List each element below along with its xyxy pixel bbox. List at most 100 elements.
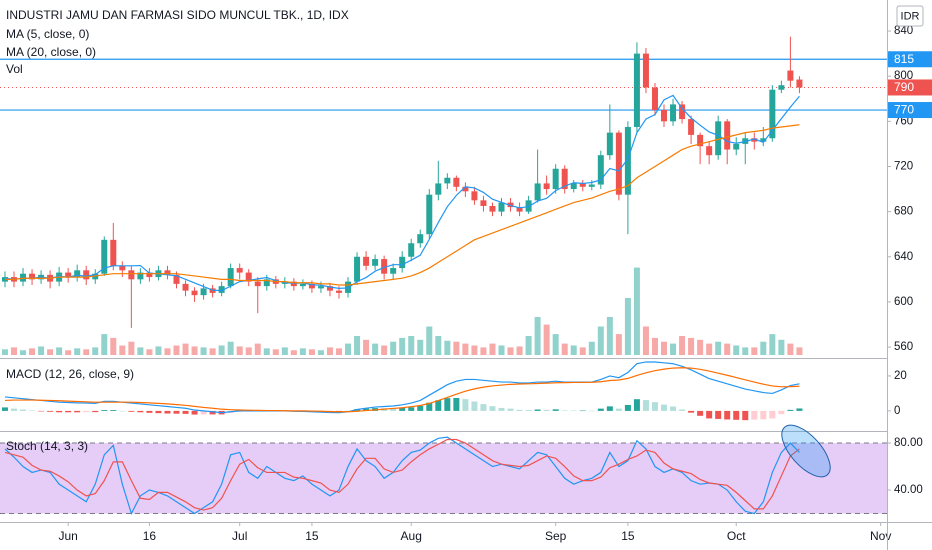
volume-bar [74, 348, 81, 355]
macd-histogram-bar [426, 402, 433, 411]
volume-bar [543, 324, 550, 355]
candle-body [615, 132, 622, 195]
candle-body [606, 132, 613, 156]
macd-histogram-bar [498, 407, 505, 411]
volume-bar [119, 345, 126, 355]
candle-body [426, 194, 433, 235]
macd-histogram-bar [1, 407, 8, 411]
candle-body [462, 186, 469, 192]
volume-bar [417, 339, 424, 355]
macd-histogram-bar [624, 404, 631, 411]
candle-body [317, 286, 324, 289]
y-tick-label: 20 [894, 370, 907, 382]
volume-bar [110, 337, 117, 355]
y-tick-label: 80.00 [894, 437, 923, 449]
volume-bar [453, 341, 460, 355]
volume-bar [101, 334, 108, 355]
candle-body [173, 274, 180, 284]
candle-body [245, 272, 252, 282]
candle-body [688, 119, 695, 135]
candle-body [633, 53, 640, 127]
candle-body [489, 205, 496, 212]
macd-histogram-bar [92, 410, 99, 413]
macd-histogram-bar [209, 410, 216, 415]
y-tick-label: 840 [894, 25, 913, 37]
macd-histogram-bar [543, 409, 550, 411]
price-tag-label: 815 [894, 52, 914, 66]
candle-body [83, 270, 90, 280]
candle-body [65, 272, 72, 278]
candle-body [471, 191, 478, 201]
volume-bar [263, 348, 270, 355]
candle-body [110, 239, 117, 266]
volume-bar [697, 339, 704, 355]
volume-bar [597, 326, 604, 355]
macd-histogram-bar [101, 410, 108, 411]
volume-bar [227, 341, 234, 355]
candle-body [787, 70, 794, 81]
volume-bar [642, 326, 649, 355]
macd-histogram-bar [588, 410, 595, 412]
volume-bar [200, 347, 207, 355]
macd-histogram-bar [715, 410, 722, 419]
macd-histogram-bar [642, 400, 649, 411]
candle-body [670, 104, 677, 122]
candle-body [778, 85, 785, 90]
macd-histogram-bar [706, 410, 713, 419]
volume-bar [83, 349, 90, 355]
candle-body [661, 110, 668, 122]
candle-body [417, 234, 424, 244]
candle-body [679, 104, 686, 120]
stoch-band [0, 443, 887, 514]
candle-body [588, 184, 595, 187]
macd-histogram-bar [182, 410, 189, 414]
candle-body [164, 270, 171, 275]
volume-bar [426, 326, 433, 355]
candle-body [146, 272, 153, 278]
macd-line [4, 367, 800, 413]
volume-bar [706, 343, 713, 355]
y-tick-label: 40.00 [894, 484, 923, 496]
volume-bar [146, 349, 153, 355]
volume-bar [326, 347, 333, 355]
volume-bar [128, 341, 135, 355]
macd-histogram-bar [480, 404, 487, 411]
macd-histogram-bar [489, 406, 496, 411]
candle-body [200, 288, 207, 296]
volume-bar [471, 345, 478, 355]
price-tag [888, 102, 932, 119]
volume-bar [769, 334, 776, 355]
annotation-ellipse [781, 424, 831, 478]
macd-histogram-bar [200, 410, 207, 415]
macd-histogram-bar [670, 406, 677, 411]
candle-body [624, 126, 631, 195]
currency-label: IDR [901, 10, 920, 22]
volume-bar [20, 350, 27, 355]
volume-bar [751, 347, 758, 355]
x-tick-label: 16 [143, 529, 157, 543]
volume-bar [317, 350, 324, 355]
volume-bar [390, 341, 397, 355]
macd-histogram-bar [688, 410, 695, 413]
volume-bar [218, 345, 225, 355]
y-tick-label: 0 [894, 405, 900, 417]
candle-body [399, 256, 406, 269]
candle-body [552, 168, 559, 190]
macd-histogram-bar [606, 406, 613, 411]
volume-bar [742, 347, 749, 355]
volume-bar [372, 343, 379, 355]
volume-bar [47, 349, 54, 355]
candle-body [119, 265, 126, 271]
candle-body [299, 283, 306, 287]
candle-body [435, 183, 442, 195]
volume-bar [760, 341, 767, 355]
candle-body [561, 168, 568, 190]
currency-box[interactable] [896, 5, 924, 27]
volume-bar [615, 334, 622, 355]
candle-body [254, 281, 261, 287]
stoch-line [4, 436, 800, 516]
macd-histogram-bar [390, 408, 397, 411]
y-tick-label: 680 [894, 206, 913, 218]
candle-body [579, 183, 586, 187]
